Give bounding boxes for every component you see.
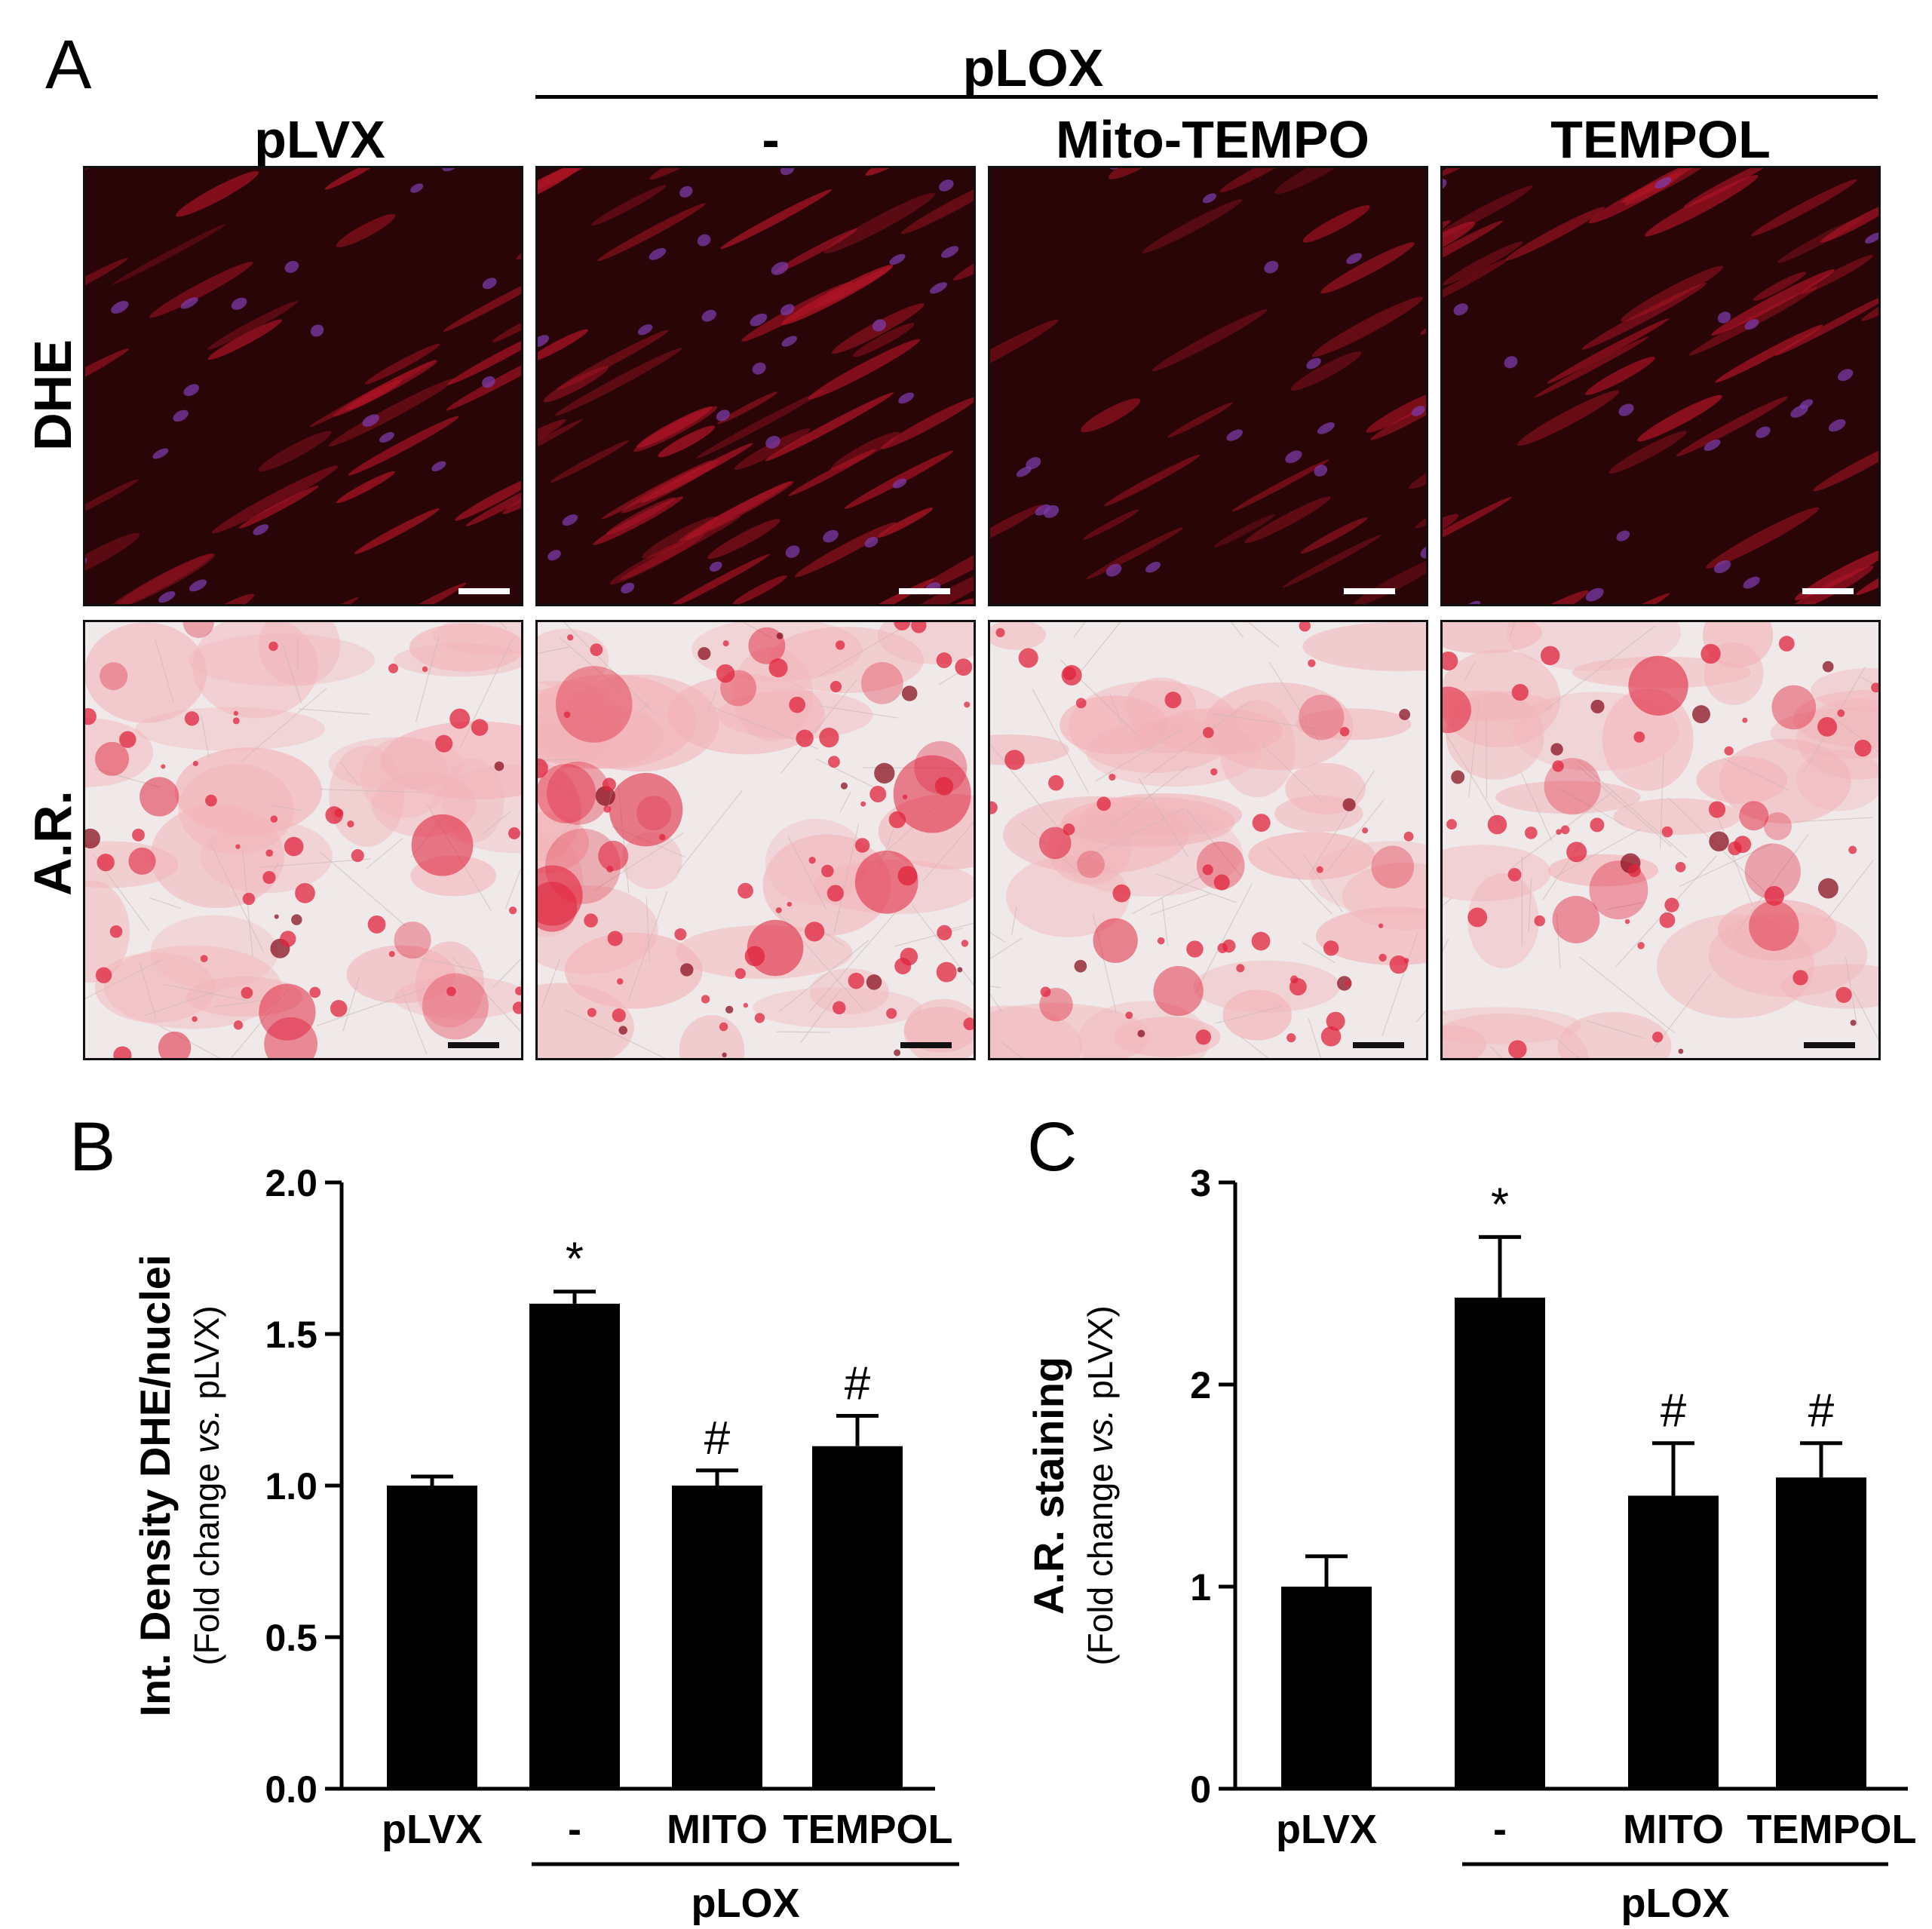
significance-marker: # (845, 1358, 871, 1410)
bar (1281, 1587, 1372, 1789)
plox-group-header: pLOX (962, 38, 1104, 97)
y-tick-label: 1.5 (265, 1314, 317, 1356)
x-category-label: pLVX (1276, 1807, 1377, 1852)
y-axis-label: Int. Density DHE/nuclei (131, 1255, 179, 1717)
column-label-plox-untreated: - (762, 110, 780, 169)
row-label-dhe: DHE (23, 339, 82, 451)
scale-bar (900, 1042, 952, 1048)
significance-marker: # (1808, 1385, 1835, 1437)
y-tick-label: 1 (1190, 1566, 1211, 1609)
plox-group-line (535, 95, 1878, 99)
bar (672, 1486, 762, 1789)
bar (387, 1486, 477, 1789)
scale-bar (1804, 1042, 1855, 1048)
scale-bar (1353, 1042, 1404, 1048)
dhe-image-mito-tempo (988, 166, 1428, 606)
x-category-label: - (1493, 1807, 1507, 1852)
ar-image-plvx (83, 620, 523, 1060)
y-tick-label: 0 (1190, 1768, 1211, 1811)
significance-marker: # (704, 1412, 731, 1464)
ar-image-tempol (1440, 620, 1881, 1060)
significance-marker: * (566, 1234, 584, 1286)
panel-label-b: B (69, 1109, 116, 1185)
y-axis-sublabel: (Fold change vs. pLVX) (187, 1305, 226, 1665)
fluorescence-micrograph (85, 168, 521, 604)
y-axis-label: A.R. staining (1025, 1357, 1072, 1615)
y-tick-label: 3 (1190, 1162, 1211, 1204)
scale-bar (1344, 588, 1395, 594)
group-bracket-label: pLOX (1621, 1881, 1730, 1926)
significance-marker: # (1661, 1385, 1687, 1437)
y-tick-label: 1.0 (265, 1465, 317, 1507)
column-label-tempol: TEMPOL (1550, 110, 1771, 169)
significance-marker: * (1491, 1179, 1509, 1231)
ar-image-plox (535, 620, 976, 1060)
x-category-label: pLVX (382, 1807, 483, 1852)
bar (1455, 1297, 1545, 1789)
y-axis-sublabel: (Fold change vs. pLVX) (1081, 1305, 1120, 1665)
y-tick-label: 2 (1190, 1364, 1211, 1406)
x-category-label: TEMPOL (784, 1807, 953, 1852)
x-category-label: MITO (667, 1807, 768, 1852)
dhe-image-tempol (1440, 166, 1881, 606)
bar (812, 1446, 903, 1789)
column-label-mito-tempo: Mito-TEMPO (1055, 110, 1370, 169)
bar (1628, 1495, 1719, 1789)
dhe-image-plvx (83, 166, 523, 606)
bar (1776, 1477, 1866, 1789)
row-label-ar: A.R. (23, 790, 82, 896)
scale-bar (1802, 588, 1854, 594)
bar (529, 1303, 620, 1789)
alizarin-red-micrograph (538, 622, 974, 1058)
fluorescence-micrograph (538, 168, 974, 604)
alizarin-red-micrograph (990, 622, 1426, 1058)
ar-image-mito-tempo (988, 620, 1428, 1060)
bar-chart-b: 0.0 0.5 1.0 1.5 2.0 pLVX * - # MITO # TEMPOL pLOX Int… (131, 1162, 959, 1926)
bar-chart-c: 0 1 2 3 pLVX * - # MITO # TEMPOL pLOX A.R. staining(… (1025, 1162, 1917, 1926)
x-category-label: TEMPOL (1747, 1807, 1917, 1852)
fluorescence-micrograph (990, 168, 1426, 604)
scale-bar (448, 1042, 499, 1048)
column-label-plvx: pLVX (254, 110, 385, 169)
scale-bar (458, 588, 510, 594)
panel-label-a: A (45, 26, 92, 103)
scale-bar (899, 588, 950, 594)
panel-label-c: C (1027, 1109, 1078, 1185)
group-bracket-label: pLOX (692, 1881, 800, 1926)
alizarin-red-micrograph (1443, 622, 1878, 1058)
y-tick-label: 0.5 (265, 1617, 317, 1659)
y-tick-label: 2.0 (265, 1162, 317, 1204)
x-category-label: - (568, 1807, 581, 1852)
x-category-label: MITO (1623, 1807, 1724, 1852)
y-tick-label: 0.0 (265, 1768, 317, 1811)
fluorescence-micrograph (1443, 168, 1878, 604)
dhe-image-plox (535, 166, 976, 606)
alizarin-red-micrograph (85, 622, 521, 1058)
